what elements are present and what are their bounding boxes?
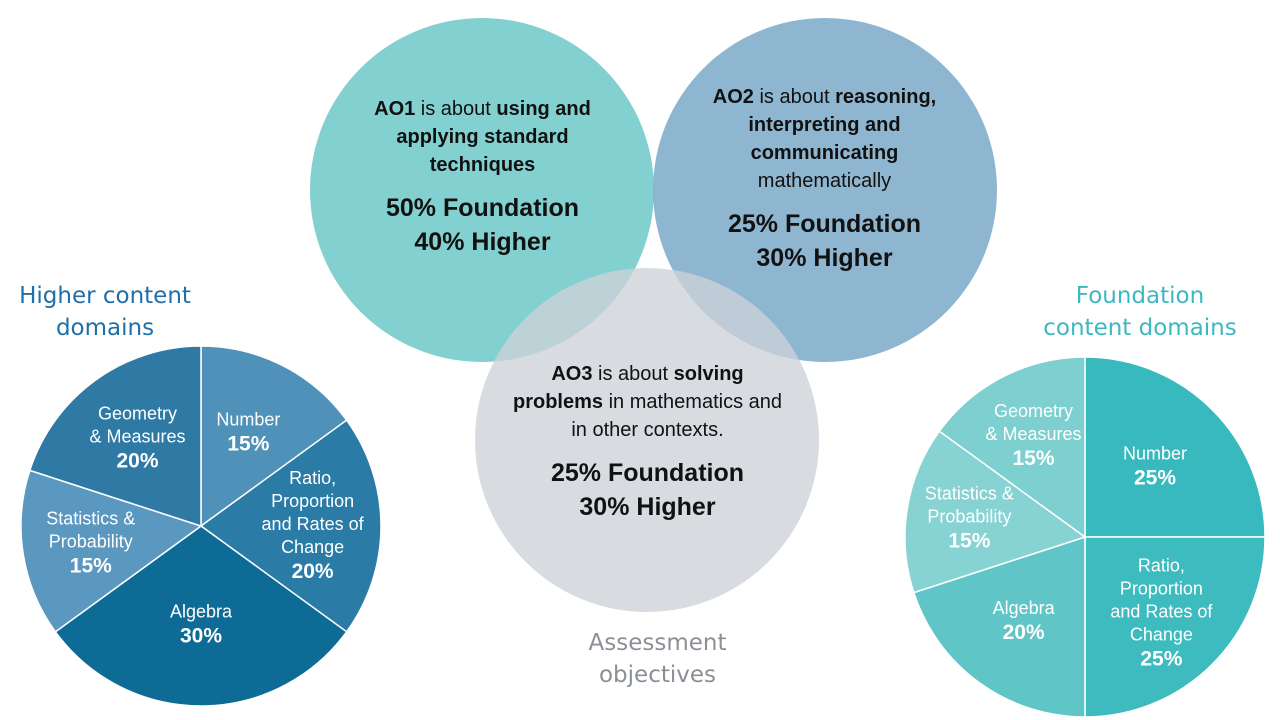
ao2-description: AO2 is about reasoning, interpreting and… xyxy=(692,83,957,195)
ao3-desc-segment: in mathematics and in other contexts. xyxy=(571,391,782,441)
assessment-objectives-title: Assessment objectives xyxy=(588,630,727,688)
ao1-desc-segment: AO1 xyxy=(374,98,416,120)
ao1-foundation-weight: 50% Foundation xyxy=(385,194,580,222)
foundation-slice-label-1: Number 25% xyxy=(1123,444,1187,490)
ao2-weights: 25% Foundation 30% Higher xyxy=(692,207,957,275)
higher-slice-3 xyxy=(54,525,348,707)
foundation-slice-label-5: Geometry & Measures 15% xyxy=(985,401,1081,470)
higher-slice-4 xyxy=(20,469,203,633)
ao2-foundation-weight: 25% Foundation xyxy=(727,210,922,238)
higher-pie-chart: Number 15% Ratio, Proportion and Rates of Cha… xyxy=(20,345,382,707)
ao3-desc-segment: is about xyxy=(592,363,674,385)
foundation-slice-label-3: Algebra 20% xyxy=(993,598,1056,644)
foundation-pie-chart: Number 25% Ratio, Proportion and Rates of Cha… xyxy=(904,356,1266,718)
ao1-text: AO1 is about using and applying standard… xyxy=(350,95,615,259)
ao1-weights: 50% Foundation 40% Higher xyxy=(350,191,615,259)
ao1-desc-segment: using and applying standard techniques xyxy=(396,98,591,176)
ao3-higher-weight: 30% Higher xyxy=(579,493,716,521)
ao2-text: AO2 is about reasoning, interpreting and… xyxy=(692,83,957,275)
ao2-desc-segment: mathematically xyxy=(757,170,892,192)
foundation-slice-3 xyxy=(912,535,1086,718)
higher-slice-5 xyxy=(28,345,202,528)
ao1-higher-weight: 40% Higher xyxy=(414,228,551,256)
higher-title: Higher content domains xyxy=(19,283,191,341)
foundation-title: Foundation content domains xyxy=(1043,283,1237,341)
ao3-foundation-weight: 25% Foundation xyxy=(550,459,745,487)
ao1-description: AO1 is about using and applying standard… xyxy=(350,95,615,179)
ao3-desc-segment: AO3 xyxy=(551,363,593,385)
higher-slice-label-1: Number 15% xyxy=(216,410,280,456)
foundation-slice-1 xyxy=(1084,356,1266,538)
ao1-desc-segment: is about xyxy=(415,98,497,120)
foundation-slice-label-4: Statistics & Probability 15% xyxy=(925,484,1014,553)
ao2-desc-segment: is about xyxy=(753,86,836,108)
higher-slice-1 xyxy=(200,345,348,528)
ao2-desc-segment: AO2 xyxy=(712,86,754,108)
ao2-desc-segment: reasoning, interpreting and communicatin… xyxy=(748,86,937,164)
foundation-slice-4 xyxy=(904,430,1087,594)
higher-slice-label-4: Statistics & Probability 15% xyxy=(46,509,135,578)
foundation-slice-5 xyxy=(938,356,1086,539)
ao2-higher-weight: 30% Higher xyxy=(756,244,893,272)
ao3-circle xyxy=(475,268,819,612)
ao3-description: AO3 is about solving problems in mathema… xyxy=(510,360,785,444)
foundation-slice-2 xyxy=(1084,536,1266,718)
higher-slice-label-2: Ratio, Proportion and Rates of Change 20% xyxy=(262,468,365,583)
assessment-objectives-venn xyxy=(310,18,997,612)
ao1-circle xyxy=(310,18,654,362)
ao3-weights: 25% Foundation 30% Higher xyxy=(510,456,785,524)
foundation-slice-label-2: Ratio, Proportion and Rates of Change 25% xyxy=(1110,555,1213,670)
ao3-text: AO3 is about solving problems in mathema… xyxy=(510,360,785,524)
ao2-circle xyxy=(653,18,997,362)
higher-slice-label-3: Algebra 30% xyxy=(170,602,233,648)
higher-slice-2 xyxy=(199,419,382,633)
ao3-desc-segment: solving problems xyxy=(512,363,744,413)
higher-slice-label-5: Geometry & Measures 20% xyxy=(89,404,185,473)
